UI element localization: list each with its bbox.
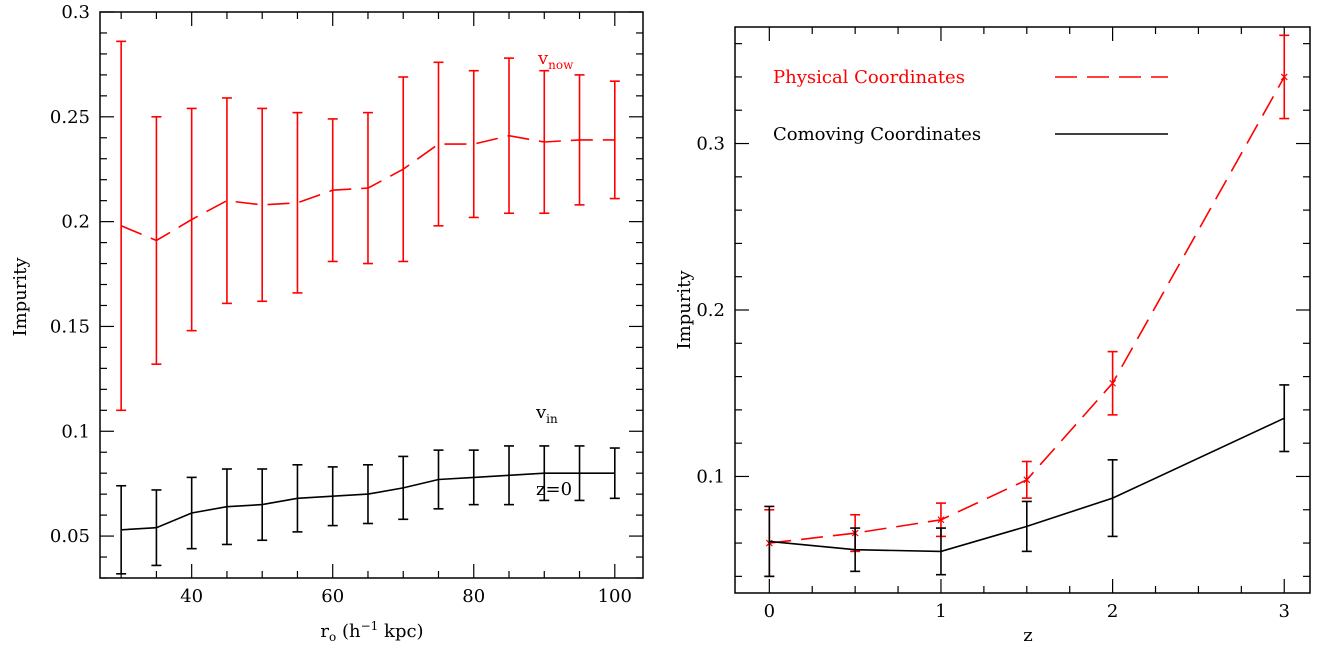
y-tick-label: 0.2 xyxy=(696,300,725,321)
x-tick-label: 100 xyxy=(598,586,632,607)
y-tick-label: 0.25 xyxy=(50,107,90,128)
point-marker xyxy=(1109,379,1117,387)
legend: Physical Coordinates Comoving Coordinate… xyxy=(773,67,1168,145)
series-label-vnow-sub: now xyxy=(548,58,574,72)
point-marker xyxy=(937,516,945,524)
y-tick-label: 0.3 xyxy=(696,134,725,155)
left-tick-labels: 40 60 80 100 0.05 0.1 0.15 0.2 0.25 0.3 xyxy=(50,2,632,607)
series-line-1 xyxy=(769,417,1285,553)
y-tick-label: 0.05 xyxy=(50,526,90,547)
right-chart-panel: 0 1 2 3 0.1 0.2 0.3 Impurity z Physical Coordi… xyxy=(674,26,1311,646)
series-label-vnow-main: v xyxy=(537,48,549,69)
left-xlabel-open: (h xyxy=(336,621,361,642)
y-tick-label: 0.2 xyxy=(61,212,90,233)
x-tick-label: 0 xyxy=(764,601,775,622)
right-xlabel: z xyxy=(1023,625,1032,646)
y-tick-label: 0.1 xyxy=(696,466,725,487)
y-tick-label: 0.15 xyxy=(50,316,90,337)
legend-label-physical: Physical Coordinates xyxy=(773,67,965,88)
x-tick-label: 2 xyxy=(1107,601,1118,622)
y-tick-label: 0.1 xyxy=(61,421,90,442)
right-plot-frame xyxy=(734,26,1311,594)
annotation-z0: z=0 xyxy=(536,479,572,500)
right-ticks xyxy=(735,27,1310,593)
legend-label-comoving: Comoving Coordinates xyxy=(773,124,981,145)
x-tick-label: 1 xyxy=(935,601,946,622)
x-tick-label: 80 xyxy=(462,586,485,607)
x-tick-label: 3 xyxy=(1279,601,1290,622)
series-line-0 xyxy=(769,76,1285,544)
right-series xyxy=(764,34,1290,578)
left-ylabel: Impurity xyxy=(10,257,31,337)
series-label-vnow: vnow xyxy=(537,48,574,72)
left-xlabel-main: r xyxy=(320,621,329,642)
left-series xyxy=(116,40,620,575)
series-label-vin: vin xyxy=(535,402,558,426)
point-marker xyxy=(1280,73,1288,81)
left-ticks xyxy=(100,11,643,579)
left-xlabel-close: kpc) xyxy=(378,621,423,642)
right-tick-labels: 0 1 2 3 0.1 0.2 0.3 xyxy=(696,134,1290,622)
series-label-vin-main: v xyxy=(535,402,547,423)
x-tick-label: 60 xyxy=(321,586,344,607)
left-xlabel-sup: −1 xyxy=(361,619,379,633)
series-label-vin-sub: in xyxy=(546,412,558,426)
left-plot-frame xyxy=(99,11,644,579)
x-tick-label: 40 xyxy=(180,586,203,607)
right-ylabel: Impurity xyxy=(674,270,695,350)
point-marker xyxy=(1023,476,1031,484)
left-xlabel: ro (h−1 kpc) xyxy=(320,619,423,644)
left-xlabel-sub: o xyxy=(329,630,336,644)
y-tick-label: 0.3 xyxy=(61,2,90,23)
